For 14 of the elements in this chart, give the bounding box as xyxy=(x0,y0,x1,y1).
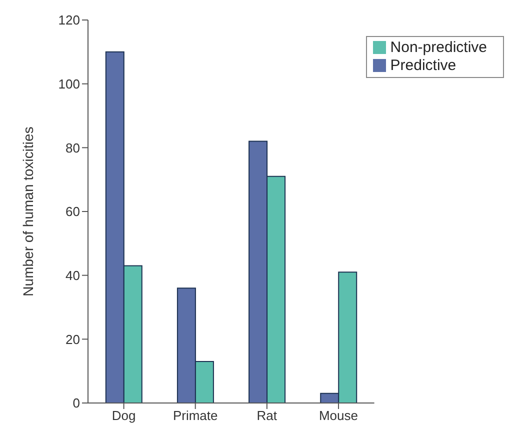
y-tick-label: 120 xyxy=(58,12,80,28)
x-tick-label: Mouse xyxy=(318,408,358,424)
y-tick-label: 0 xyxy=(72,396,80,411)
legend-label: Non-predictive xyxy=(390,39,487,56)
y-tick-label: 20 xyxy=(66,332,80,347)
x-tick-label: Rat xyxy=(256,408,278,424)
y-tick-label: 80 xyxy=(66,140,80,156)
y-axis-title: Number of human toxicities xyxy=(20,126,36,296)
x-tick-label: Primate xyxy=(172,408,218,424)
x-tick-label: Dog xyxy=(112,408,136,424)
legend-label: Predictive xyxy=(390,57,456,74)
y-tick-label: 100 xyxy=(58,76,80,92)
y-tick-label: 60 xyxy=(66,204,80,220)
y-tick-label: 40 xyxy=(66,268,80,283)
